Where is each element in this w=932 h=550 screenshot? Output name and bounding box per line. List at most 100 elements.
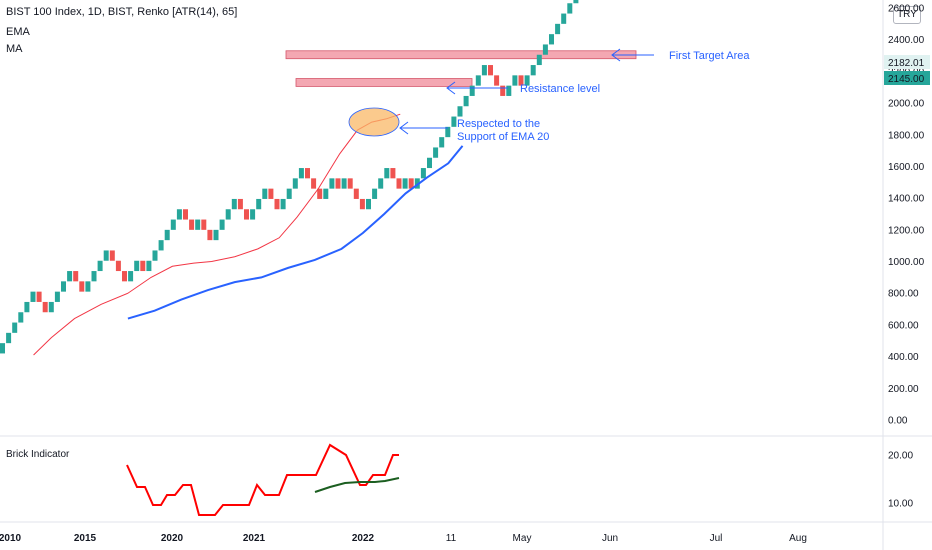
brick-indicator-title: Brick Indicator [6,449,70,460]
up-brick [85,281,91,292]
up-brick [524,75,530,86]
up-brick [567,3,573,14]
resistance-zone [295,78,473,87]
price-tick-label: 400.00 [888,352,919,363]
chart-title: BIST 100 Index, 1D, BIST, Renko [ATR(14)… [6,6,238,18]
down-brick [390,168,396,179]
up-brick [463,95,469,107]
up-brick [573,0,579,4]
up-brick [372,188,378,199]
down-brick [122,271,127,282]
down-brick [488,65,493,76]
annotation-first-target: First Target Area [669,50,750,62]
up-brick [433,147,439,158]
up-brick [176,209,182,220]
up-brick [170,219,176,230]
up-brick [445,126,451,138]
up-brick [402,178,408,189]
arrow-support-head [399,121,409,135]
up-brick [256,198,262,210]
down-brick [73,271,79,282]
up-brick [250,209,256,220]
time-tick-label: Aug [789,533,807,544]
up-brick [231,198,237,210]
up-brick [12,322,18,333]
up-brick [439,137,445,148]
time-axis[interactable]: 2010 2015 2020 2021 2022 11 May Jun Jul Aug [0,533,807,544]
up-brick [225,209,231,220]
up-brick [378,178,384,189]
time-tick-label: 2015 [74,533,97,544]
down-brick [518,75,524,86]
up-brick [536,54,542,66]
up-brick [158,240,164,251]
ma-line [127,145,464,320]
up-brick [54,291,60,302]
price-tick-label: 1600.00 [888,162,925,173]
down-brick [183,209,188,220]
time-tick-label: 2020 [161,533,184,544]
up-brick [97,260,103,272]
currency-button[interactable]: TRY [893,6,921,24]
arrow-resistance-head [446,81,456,95]
up-brick [61,281,66,292]
price-label-box [884,55,930,69]
up-brick [561,13,567,24]
up-brick [420,168,426,179]
up-brick [18,312,24,323]
down-brick [274,198,280,210]
price-tick-label: 1400.00 [888,194,925,205]
up-brick [286,188,292,199]
up-brick [103,250,109,261]
annotation-support-line2: Support of EMA 20 [457,131,549,143]
up-brick [164,229,170,241]
price-tick-label: 600.00 [888,320,919,331]
time-tick-label: Jun [602,533,618,544]
down-brick [317,188,323,199]
down-brick [305,168,310,179]
down-brick [109,250,115,261]
up-brick [292,178,298,189]
down-brick [335,178,341,189]
down-brick [347,178,353,189]
time-tick-label: 2010 [0,533,22,544]
price-label-close: 2145.00 [888,74,925,85]
down-brick [311,178,317,189]
brick-indicator-tick: 20.00 [888,451,913,462]
brick-indicator-pane[interactable]: Brick Indicator [6,443,400,516]
price-axis[interactable]: 0.00 200.00 400.00 600.00 800.00 1000.00 1200.… [884,4,930,510]
down-brick [36,291,42,302]
annotation-resistance: Resistance level [520,83,600,95]
down-brick [359,198,365,210]
indicator-label-ema[interactable]: EMA [6,26,30,38]
up-brick [298,168,304,179]
price-label-last: 2182.01 [888,58,925,69]
time-tick-label: 2021 [243,533,266,544]
down-brick [201,219,207,230]
up-brick [530,65,536,76]
up-brick [213,229,219,241]
time-tick-label: 2022 [352,533,375,544]
price-tick-label: 2000.00 [888,99,925,110]
support-ellipse [348,107,400,137]
up-brick [427,157,432,169]
price-tick-label: 800.00 [888,289,919,300]
up-brick [30,291,36,302]
up-brick [549,34,554,45]
price-tick-label: 0.00 [888,416,908,427]
up-brick [457,106,463,117]
up-brick [542,44,548,55]
down-brick [494,75,500,86]
up-brick [91,271,97,282]
price-tick-label: 200.00 [888,384,919,395]
up-brick [341,178,347,189]
indicator-label-ma[interactable]: MA [6,43,23,55]
up-brick [195,219,201,230]
up-brick [555,23,561,35]
down-brick [42,301,48,313]
time-tick-label: May [513,533,532,544]
up-brick [134,260,140,272]
down-brick [268,188,274,199]
